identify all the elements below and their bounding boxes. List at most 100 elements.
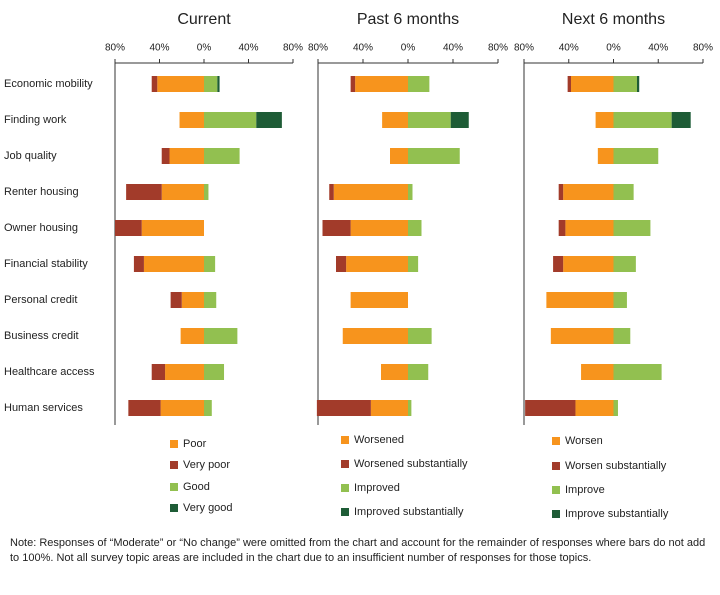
legend-swatch [552,510,560,518]
bar-segment [546,292,614,308]
bar-segment [613,184,634,200]
x-tick-label: 80% [488,43,508,54]
category-label: Job quality [4,150,57,162]
bar-segment [613,400,618,416]
legend-swatch [170,440,178,448]
x-tick-label: 80% [514,43,534,54]
bar-segment [408,220,422,236]
bar-segment [525,400,576,416]
bar-segment [169,148,204,164]
legend-swatch [341,436,349,444]
x-tick-label: 40% [149,43,169,54]
legend-label: Good [183,481,210,493]
legend-label: Improved [354,482,400,494]
bar-segment [346,256,408,272]
legend-swatch [341,508,349,516]
legend-label: Improve [565,484,605,496]
bar-segment [161,184,204,200]
category-label: Finding work [4,114,67,126]
bar-segment [408,364,429,380]
bar-segment [115,220,142,236]
bar-segment [558,184,564,200]
bar-segment [329,184,334,200]
bar-segment [370,400,408,416]
bar-segment [316,400,371,416]
bar-segment [204,400,212,416]
category-label: Business credit [4,330,79,342]
legend-swatch [170,504,178,512]
bar-segment [204,148,240,164]
bar-segment [597,148,614,164]
category-label: Financial stability [4,258,88,270]
bar-segment [575,400,614,416]
x-tick-label: 80% [693,43,713,54]
legend-label: Very poor [183,459,230,471]
bar-segment [151,364,166,380]
bar-segment [390,148,408,164]
bar-segment [613,112,672,128]
panel-title: Current [177,11,231,28]
bar-segment [613,148,659,164]
legend-label: Very good [183,502,233,514]
bar-segment [581,364,614,380]
bar-segment [342,328,408,344]
note: Note: Responses of “Moderate” or “No cha… [10,537,706,564]
x-tick-label: 80% [283,43,303,54]
bar-segment [333,184,408,200]
x-tick-label: 80% [105,43,125,54]
bar-segment [350,76,356,92]
bar-segment [180,328,204,344]
bar-segment [382,112,408,128]
x-tick-label: 0% [401,43,416,54]
legend-label: Poor [183,438,207,450]
bar-segment [143,256,204,272]
x-tick-label: 40% [238,43,258,54]
legend-swatch [552,486,560,494]
bar-segment [204,76,218,92]
bar-segment [381,364,408,380]
bar-segment [322,220,351,236]
bar-segment [165,364,204,380]
bar-segment [408,400,412,416]
bar-segment [133,256,144,272]
bar-segment [408,184,413,200]
bar-segment [408,76,430,92]
bar-segment [355,76,408,92]
bar-segment [671,112,691,128]
bar-segment [563,184,614,200]
bar-segment [613,364,662,380]
bar-segment [179,112,204,128]
bar-segment [170,292,182,308]
legend-swatch [552,462,560,470]
bar-segment [151,76,158,92]
bar-segment [204,112,257,128]
x-tick-label: 40% [353,43,373,54]
category-label: Economic mobility [4,78,93,90]
bar-segment [204,364,225,380]
legend-label: Worsened [354,434,404,446]
bar-segment [553,256,564,272]
x-tick-label: 80% [308,43,328,54]
bar-segment [350,220,408,236]
bar-segment [613,328,631,344]
bar-segment [408,256,419,272]
bar-segment [126,184,162,200]
bar-segment [204,184,209,200]
bar-segment [204,256,216,272]
bar-segment [204,328,238,344]
bar-segment [550,328,614,344]
legend-swatch [170,461,178,469]
panel-title: Next 6 months [562,11,665,28]
x-tick-label: 40% [648,43,668,54]
bar-segment [595,112,614,128]
bar-segment [567,76,571,92]
category-label: Owner housing [4,222,78,234]
bar-segment [157,76,204,92]
bar-segment [613,220,651,236]
category-label: Healthcare access [4,366,95,378]
category-label: Personal credit [4,294,77,306]
legend-label: Worsen substantially [565,460,667,472]
bar-segment [181,292,204,308]
legend-label: Worsen [565,435,603,447]
